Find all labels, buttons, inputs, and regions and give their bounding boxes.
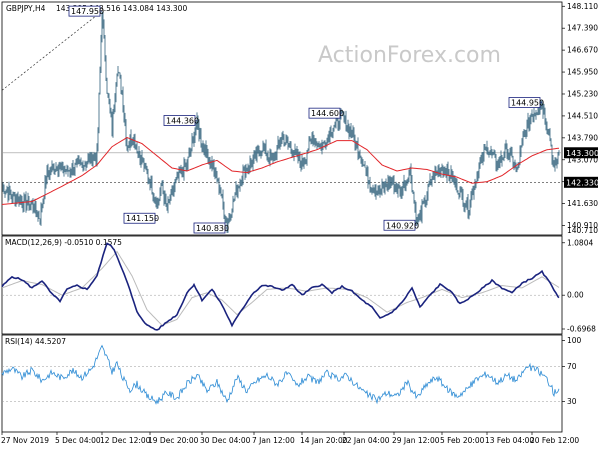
rsi-panel-frame: [1, 334, 563, 433]
current-price-tag-bg: [564, 147, 598, 159]
price-y-bottom-label: 140.710: [567, 226, 598, 235]
price-callout-label: 144.950: [511, 99, 544, 108]
trendline: [1, 10, 103, 91]
price-y-tick-label: 143.790: [567, 133, 598, 142]
rsi-lines: [1, 344, 562, 405]
support-price-tag: 142.330: [566, 178, 599, 187]
symbol-label: GBPJPY,H4: [6, 4, 46, 13]
price-callout-label: 140.830: [196, 224, 229, 233]
rsi-y-axis: 100 70 30: [562, 336, 582, 406]
price-y-tick-label: 146.670: [567, 46, 598, 55]
macd-y-tick-label: 0.00: [567, 291, 584, 300]
macd-line: [1, 242, 560, 331]
macd-panel-frame: [1, 235, 563, 335]
macd-y-tick-label: 1.0804: [567, 238, 593, 247]
price-y-tick-label: 140.910: [567, 221, 598, 230]
x-tick-label: 19 Dec 20:00: [148, 436, 199, 445]
macd-title: MACD(12,26,9) -0.0510 0.1575: [5, 238, 122, 247]
price-lines: [1, 10, 562, 233]
moving-average-line: [1, 136, 560, 205]
x-tick-label: 5 Feb 20:00: [440, 436, 485, 445]
ohlc-label: 143.295 143.516 143.084 143.300: [56, 4, 187, 13]
price-callout-label: 144.600: [311, 109, 344, 118]
rsi-title: RSI(14) 44.5207: [5, 337, 66, 346]
price-tags: 143.300 142.330: [564, 147, 599, 188]
x-tick-label: 12 Dec 12:00: [100, 436, 151, 445]
rsi-panel: RSI(14) 44.5207 100 70 30: [1, 334, 582, 433]
rsi-line: [1, 344, 560, 405]
price-y-tick-label: 145.230: [567, 89, 598, 98]
price-y-tick-label: 147.390: [567, 24, 598, 33]
macd-y-tick-label: -0.6968: [567, 324, 596, 333]
x-tick-label: 22 Jan 04:00: [342, 436, 390, 445]
price-panel-frame: [1, 1, 563, 236]
macd-panel: MACD(12,26,9) -0.0510 0.1575 1.0804 0.00 -…: [1, 235, 596, 335]
x-tick-label: 30 Dec 04:00: [200, 436, 251, 445]
price-y-tick-label: 141.630: [567, 199, 598, 208]
price-panel: GBPJPY,H4 143.295 143.516 143.084 143.30…: [1, 1, 599, 236]
support-tag-bg: [564, 176, 598, 188]
x-tick-label: 20 Feb 12:00: [530, 436, 579, 445]
x-tick-label: 29 Jan 12:00: [392, 436, 440, 445]
current-price-tag: 143.300: [566, 149, 599, 158]
price-callouts: 147.950 144.360 144.600 144.950 141.150 140.8…: [68, 5, 544, 234]
x-tick-label: 5 Dec 04:00: [55, 436, 101, 445]
watermark: ActionForex.com: [318, 43, 501, 68]
x-tick-label: 13 Feb 04:00: [485, 436, 534, 445]
price-bars: [2, 11, 560, 233]
price-y-tick-label: 145.950: [567, 68, 598, 77]
price-callout-label: 140.920: [386, 221, 419, 230]
price-y-tick-label: 143.070: [567, 155, 598, 164]
price-y-tick-label: 144.510: [567, 111, 598, 120]
price-y-tick-label: 148.110: [567, 2, 598, 11]
rsi-y-tick-label: 30: [567, 397, 577, 406]
x-tick-label: 7 Jan 12:00: [252, 436, 295, 445]
price-callout-label: 147.950: [71, 7, 104, 16]
price-callout-label: 144.360: [166, 116, 199, 125]
rsi-y-tick-label: 100: [567, 336, 582, 345]
x-tick-label: 14 Jan 20:00: [300, 436, 348, 445]
x-tick-label: 27 Nov 2019: [1, 436, 49, 445]
macd-y-axis: 1.0804 0.00 -0.6968: [562, 238, 596, 333]
rsi-y-tick-label: 70: [567, 362, 577, 371]
macd-lines: [1, 242, 562, 331]
price-callout-label: 141.150: [126, 214, 159, 223]
